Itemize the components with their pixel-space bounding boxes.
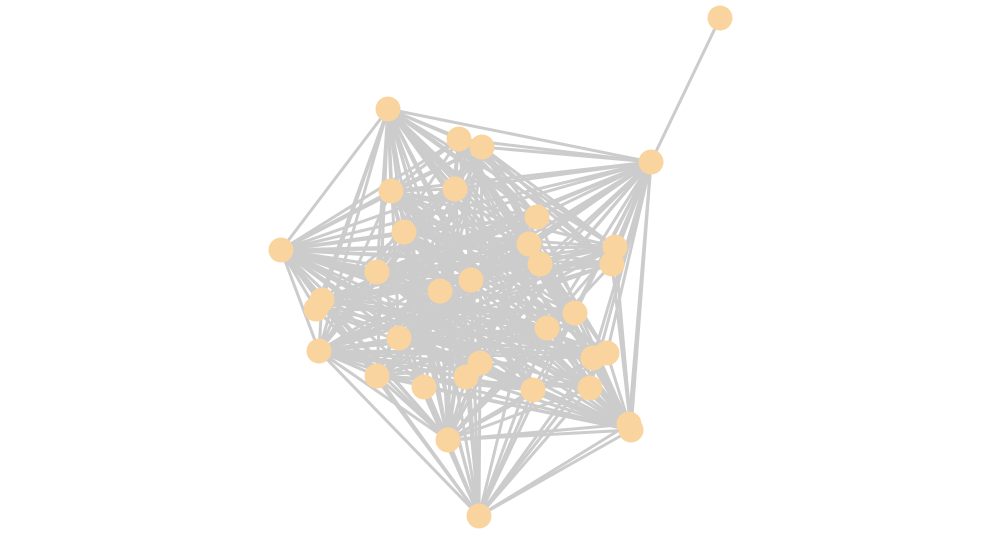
edge xyxy=(610,263,633,431)
edge xyxy=(279,108,390,251)
edge xyxy=(457,138,633,431)
edge xyxy=(390,189,538,219)
edge xyxy=(318,215,538,353)
node-27[interactable] xyxy=(453,364,479,390)
edge xyxy=(477,327,549,517)
edge xyxy=(280,189,392,252)
edge xyxy=(402,231,481,517)
edge xyxy=(469,278,633,432)
edge xyxy=(438,290,481,517)
node-14[interactable] xyxy=(527,251,553,277)
edge xyxy=(279,249,321,352)
edge xyxy=(390,189,616,249)
edge xyxy=(318,349,449,442)
edge xyxy=(317,349,481,518)
node-35[interactable] xyxy=(466,503,492,529)
node-23[interactable] xyxy=(306,338,332,364)
edge xyxy=(477,263,542,517)
edge xyxy=(446,263,542,441)
node-16[interactable] xyxy=(458,267,484,293)
edge xyxy=(446,439,481,517)
edges-layer xyxy=(279,17,722,518)
node-7[interactable] xyxy=(442,176,468,202)
nodes-layer xyxy=(268,5,733,529)
edge xyxy=(318,336,400,353)
node-5[interactable] xyxy=(469,134,495,160)
node-25[interactable] xyxy=(580,345,606,371)
node-10[interactable] xyxy=(268,237,294,263)
edge xyxy=(469,279,481,517)
node-34[interactable] xyxy=(435,427,461,453)
edge xyxy=(280,230,405,252)
edge xyxy=(532,388,632,432)
node-29[interactable] xyxy=(411,374,437,400)
node-30[interactable] xyxy=(520,377,546,403)
edge xyxy=(480,146,609,354)
node-28[interactable] xyxy=(364,363,390,389)
edge xyxy=(280,187,456,252)
edge xyxy=(447,388,534,442)
node-4[interactable] xyxy=(446,126,472,152)
node-15[interactable] xyxy=(364,259,390,285)
node-19[interactable] xyxy=(303,296,329,322)
edge xyxy=(375,375,481,517)
node-22[interactable] xyxy=(386,325,412,351)
node-6[interactable] xyxy=(378,178,404,204)
edge xyxy=(458,137,613,266)
edge xyxy=(629,161,653,431)
edge xyxy=(477,357,595,517)
node-9[interactable] xyxy=(391,219,417,245)
edge xyxy=(464,376,481,517)
node-21[interactable] xyxy=(534,315,560,341)
edge xyxy=(477,389,535,517)
edge xyxy=(446,327,549,441)
edge xyxy=(477,387,592,517)
node-8[interactable] xyxy=(524,204,550,230)
node-13[interactable] xyxy=(599,251,625,277)
node-2[interactable] xyxy=(638,149,664,175)
node-31[interactable] xyxy=(577,375,603,401)
edge xyxy=(481,145,616,249)
edge xyxy=(280,137,460,252)
edge xyxy=(386,108,401,339)
edge xyxy=(480,146,539,218)
node-33[interactable] xyxy=(618,417,644,443)
edge xyxy=(481,145,652,164)
edge xyxy=(478,428,632,518)
edge xyxy=(649,17,722,163)
node-20[interactable] xyxy=(562,300,588,326)
edge xyxy=(375,374,450,442)
node-17[interactable] xyxy=(427,278,453,304)
node-11[interactable] xyxy=(516,231,542,257)
edge xyxy=(477,362,482,517)
edge xyxy=(387,107,652,164)
edge xyxy=(317,138,461,352)
edge xyxy=(438,290,450,441)
node-3[interactable] xyxy=(375,96,401,122)
node-1[interactable] xyxy=(707,5,733,31)
edge xyxy=(315,307,576,315)
edge xyxy=(315,215,538,311)
